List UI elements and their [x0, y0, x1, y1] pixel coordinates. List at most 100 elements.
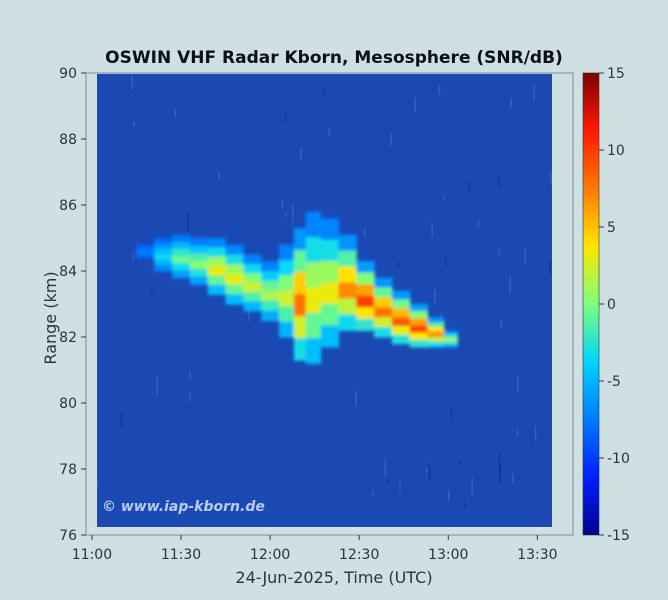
noise-streak [386, 479, 389, 484]
noise-streak [390, 133, 392, 146]
colorbar-tick-label: -5 [607, 374, 621, 390]
echo-cell [207, 256, 227, 267]
colorbar-tick-label: 5 [607, 220, 616, 236]
echo-cell [356, 261, 375, 274]
echo-cell [443, 338, 458, 342]
echo-cell [293, 228, 307, 251]
noise-streak [132, 253, 134, 260]
noise-streak [438, 85, 441, 95]
noise-streak [500, 319, 502, 330]
noise-streak [428, 463, 431, 481]
noise-streak [498, 249, 500, 258]
echo-cell [136, 251, 155, 254]
echo-cell [427, 327, 445, 333]
axes-frame [85, 72, 574, 536]
echo-cell [154, 243, 173, 250]
echo-cell [243, 273, 262, 284]
echo-cell [261, 310, 280, 322]
echo-cell [356, 295, 375, 308]
echo-cell [320, 218, 339, 241]
x-axis-ticks: 11:00 11:30 12:00 12:30 13:00 13:30 [72, 535, 558, 563]
watermark: © www.iap-kborn.de [102, 499, 265, 515]
echo-cell [136, 253, 155, 257]
noise-streak [277, 257, 279, 263]
echo-cell [305, 312, 322, 339]
noise-streak [510, 98, 512, 108]
echo-cell [261, 271, 280, 282]
echo-cell [409, 332, 429, 341]
noise-streak [131, 74, 133, 89]
echo-cell [189, 261, 209, 270]
echo-cell [189, 238, 209, 247]
noise-streak [328, 127, 330, 136]
echo-cell [207, 238, 227, 248]
echo-cell [356, 318, 375, 331]
echo-cell [409, 304, 429, 312]
echo-cell [225, 294, 244, 305]
x-tick-label: 11:00 [72, 547, 112, 563]
noise-streak [292, 203, 294, 223]
noise-streak [150, 289, 153, 294]
x-tick-label: 13:00 [428, 547, 468, 563]
noise-streak [524, 248, 526, 264]
chart-title: OSWIN VHF Radar Kborn, Mesosphere (SNR/d… [105, 48, 563, 68]
echo-cell [172, 263, 191, 271]
noise-streak [498, 177, 500, 188]
echo-cell [172, 249, 191, 257]
noise-streak [285, 114, 287, 122]
noise-streak [364, 228, 366, 238]
echo-cell [172, 241, 191, 250]
echo-cell [409, 311, 429, 319]
noise-streak [533, 85, 535, 102]
echo-cell [443, 341, 458, 345]
y-tick-label: 84 [59, 264, 77, 280]
noise-streak [477, 220, 480, 227]
echo-cell [320, 261, 339, 284]
echo-cell [320, 325, 339, 348]
echo-cell [443, 335, 458, 340]
echo-cell [391, 326, 411, 336]
echo-cell [427, 337, 445, 343]
echo-cell [427, 332, 445, 338]
noise-streak [443, 195, 445, 200]
colorbar-tick-label: 0 [607, 297, 616, 313]
noise-streak [187, 211, 189, 231]
echo-cell [443, 344, 458, 348]
echo-cell [427, 317, 445, 323]
echo-cell [293, 272, 307, 295]
echo-cell [305, 287, 322, 314]
noise-streak [499, 465, 501, 485]
echo-cell [243, 254, 262, 265]
noise-streak [97, 479, 99, 488]
echo-cell [293, 316, 307, 339]
noise-streak [448, 490, 450, 502]
echo-cell [136, 249, 155, 252]
echo-cell [225, 264, 244, 275]
echo-cell [427, 341, 445, 348]
echo-cell [172, 270, 191, 279]
echo-cell [225, 244, 244, 256]
echo-cell [154, 260, 173, 267]
noise-streak [281, 198, 283, 209]
noise-streak [464, 502, 466, 510]
echo-cell [338, 298, 357, 315]
echo-cell [172, 256, 191, 264]
noise-streak [399, 480, 401, 493]
echo-cell [391, 290, 411, 301]
noise-streak [384, 457, 387, 477]
echo-cell [207, 266, 227, 276]
echo-cell [189, 268, 209, 278]
echo-cell [305, 236, 322, 263]
y-tick-label: 90 [59, 66, 77, 82]
noise-streaks [97, 74, 552, 514]
noise-streak [534, 426, 537, 441]
echo-cell [154, 249, 173, 256]
echo-cell [356, 307, 375, 320]
noise-streak [458, 460, 460, 466]
echo-cell [305, 262, 322, 289]
noise-streak [120, 412, 123, 428]
echo-cell [320, 282, 339, 305]
echo-cell [409, 339, 429, 348]
echo-cell [154, 238, 173, 245]
noise-streak [189, 371, 191, 379]
